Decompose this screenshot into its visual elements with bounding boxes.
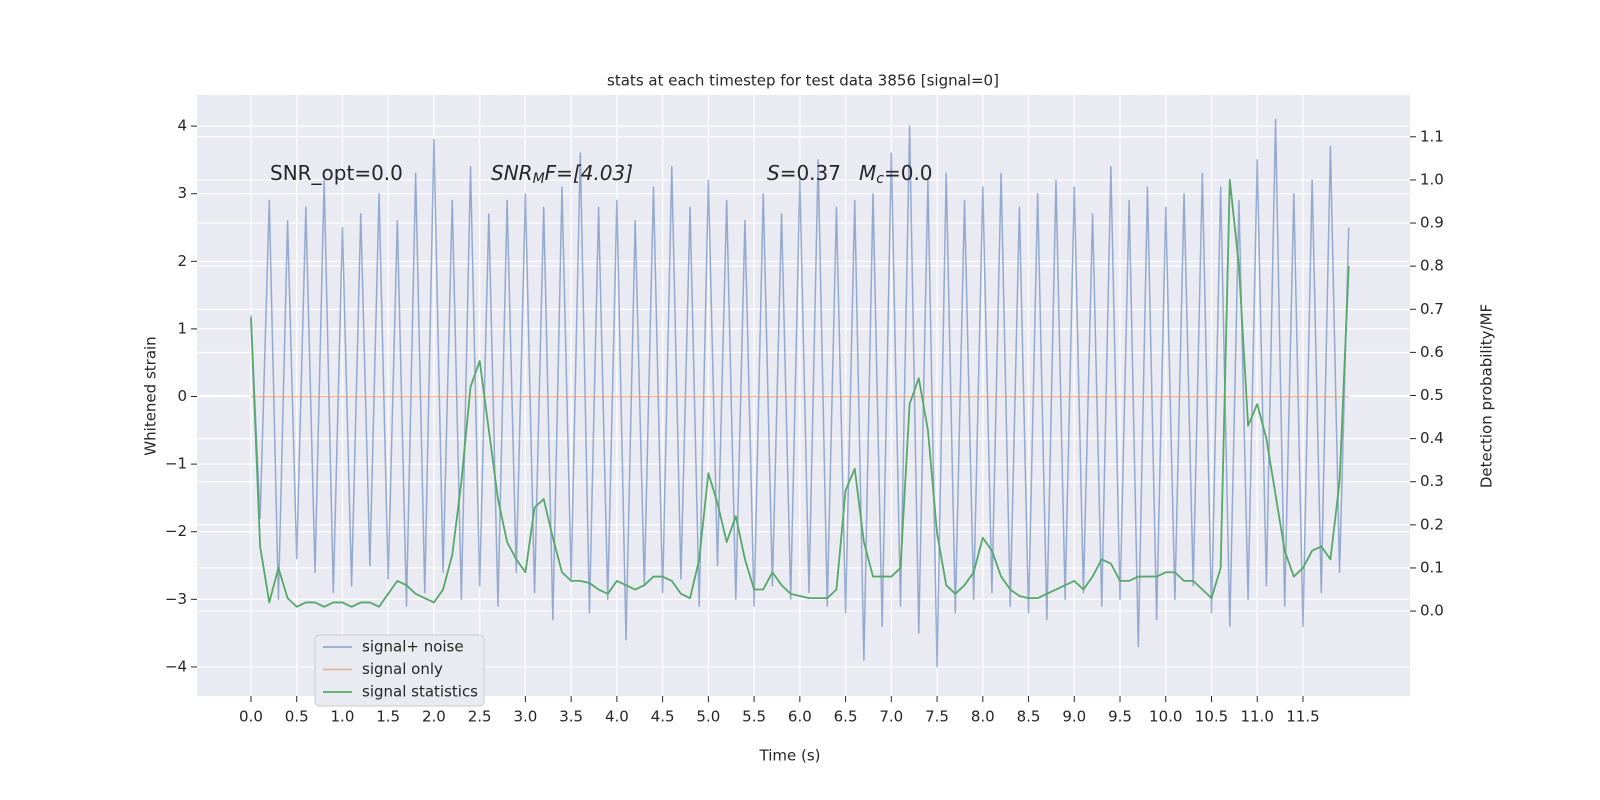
annotation-part: c [876,171,884,187]
x-tick-label: 11.0 [1241,708,1274,726]
x-tick-label: 3.0 [513,708,537,726]
series-line [250,179,1350,608]
y-axis-label: Whitened strain [142,336,160,455]
y2-tick-label: 0.9 [1420,214,1444,232]
annotation: S=0.37 [767,161,841,185]
x-tick-label: 4.0 [605,708,629,726]
x-tick-label: 9.0 [1062,708,1086,726]
y2-tick-label: 0.0 [1420,602,1444,620]
chart-title: stats at each timestep for test data 385… [607,72,999,90]
x-tick-label: 6.0 [788,708,812,726]
annotation-part: =0.37 [780,161,841,185]
y2-tick-label: 0.5 [1420,386,1444,404]
x-tick-label: 4.5 [651,708,675,726]
y-tick-label: 1 [177,319,187,337]
x-tick-label: 7.5 [925,708,949,726]
annotation-part: M [859,161,876,185]
annotation-part: M [533,171,545,187]
y-tick-label: 3 [177,184,187,202]
y2-tick-label: 1.0 [1420,170,1444,188]
annotation-part: =0.0 [884,161,933,185]
x-tick-label: 7.0 [879,708,903,726]
y-tick-label: 4 [177,117,187,135]
legend-label: signal statistics [362,683,478,701]
y-tick-label: −1 [165,455,187,473]
x-tick-label: 10.0 [1149,708,1182,726]
y2-axis-label: Detection probability/MF [1478,304,1496,488]
y2-tick-label: 0.4 [1420,429,1444,447]
x-tick-label: 6.5 [834,708,858,726]
y2-tick-label: 0.7 [1420,300,1444,318]
annotation-part: F=[4.03] [545,161,633,185]
y2-tick-label: 0.2 [1420,515,1444,533]
y-tick-label: −2 [165,522,187,540]
annotation-part: S [767,161,780,185]
x-axis-label: Time (s) [759,747,821,765]
legend-box [314,634,485,707]
legend-label: signal only [362,660,443,678]
annotation-part: SNR [491,161,533,185]
x-tick-label: 0.5 [285,708,309,726]
x-tick-label: 10.5 [1195,708,1228,726]
x-tick-label: 2.5 [468,708,492,726]
x-tick-label: 2.0 [422,708,446,726]
x-tick-label: 5.0 [696,708,720,726]
x-tick-label: 0.0 [239,708,263,726]
y2-tick-label: 0.1 [1420,558,1444,576]
x-tick-label: 8.0 [971,708,995,726]
x-tick-label: 1.5 [376,708,400,726]
x-tick-label: 9.5 [1108,708,1132,726]
y2-tick-label: 0.8 [1420,257,1444,275]
x-tick-label: 1.0 [331,708,355,726]
y2-tick-label: 0.6 [1420,343,1444,361]
annotation: SNR_opt=0.0 [270,161,403,185]
legend-label: signal+ noise [362,638,464,656]
y2-tick-label: 1.1 [1420,127,1444,145]
x-tick-label: 8.5 [1017,708,1041,726]
y-tick-label: 2 [177,252,187,270]
y-tick-label: −4 [165,657,187,675]
y-tick-label: −3 [165,590,187,608]
x-tick-label: 5.5 [742,708,766,726]
x-tick-label: 11.5 [1286,708,1319,726]
annotation: Mc=0.0 [859,161,933,188]
x-tick-label: 3.5 [559,708,583,726]
y-tick-label: 0 [177,387,187,405]
series-line [250,118,1350,668]
annotation: SNRMF=[4.03] [491,161,633,188]
y2-tick-label: 0.3 [1420,472,1444,490]
annotation-part: SNR_opt=0.0 [270,161,403,185]
